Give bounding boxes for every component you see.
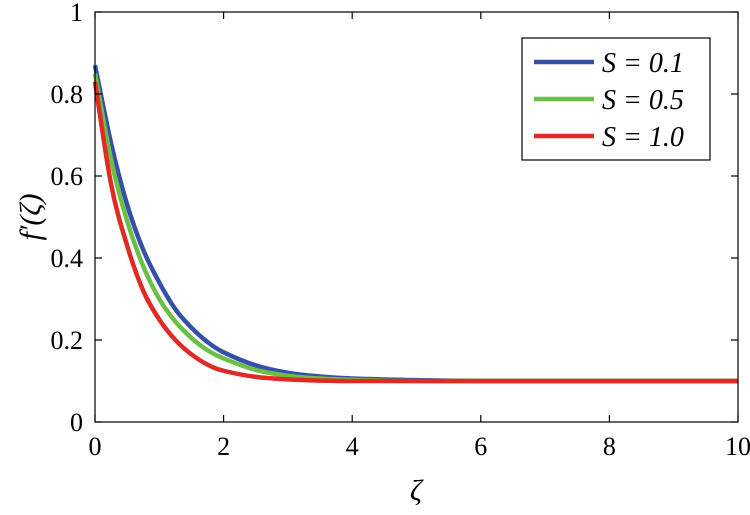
x-tick-label: 2 [217, 432, 230, 461]
plot-frame [94, 11, 739, 423]
x-tick-label: 10 [725, 432, 750, 461]
x-axis-label: ζ [410, 474, 424, 507]
y-tick-label: 0.4 [51, 244, 84, 273]
legend-entry: S = 0.5 [602, 85, 684, 116]
legend-entry: S = 1.0 [602, 122, 684, 153]
y-tick-label: 1 [70, 0, 83, 27]
y-tick-label: 0 [70, 408, 83, 437]
x-tick-label: 0 [89, 432, 102, 461]
y-tick-label: 0.6 [51, 162, 84, 191]
legend: S = 0.1 S = 0.5 S = 1.0 [521, 37, 711, 161]
x-tick-label: 6 [474, 432, 487, 461]
x-tick-label: 8 [603, 432, 616, 461]
y-tick-label: 0.2 [51, 326, 84, 355]
series-layer [92, 64, 738, 384]
y-axis-label: f′(ζ) [14, 193, 47, 240]
x-tick-label: 4 [346, 432, 359, 461]
y-tick-label: 0.8 [51, 80, 84, 109]
ticks-layer: 0 2 4 6 8 10 0 0.2 0.4 0.6 0.8 1 [51, 0, 750, 461]
legend-entry: S = 0.1 [602, 48, 684, 79]
series-line-3 [92, 81, 738, 384]
